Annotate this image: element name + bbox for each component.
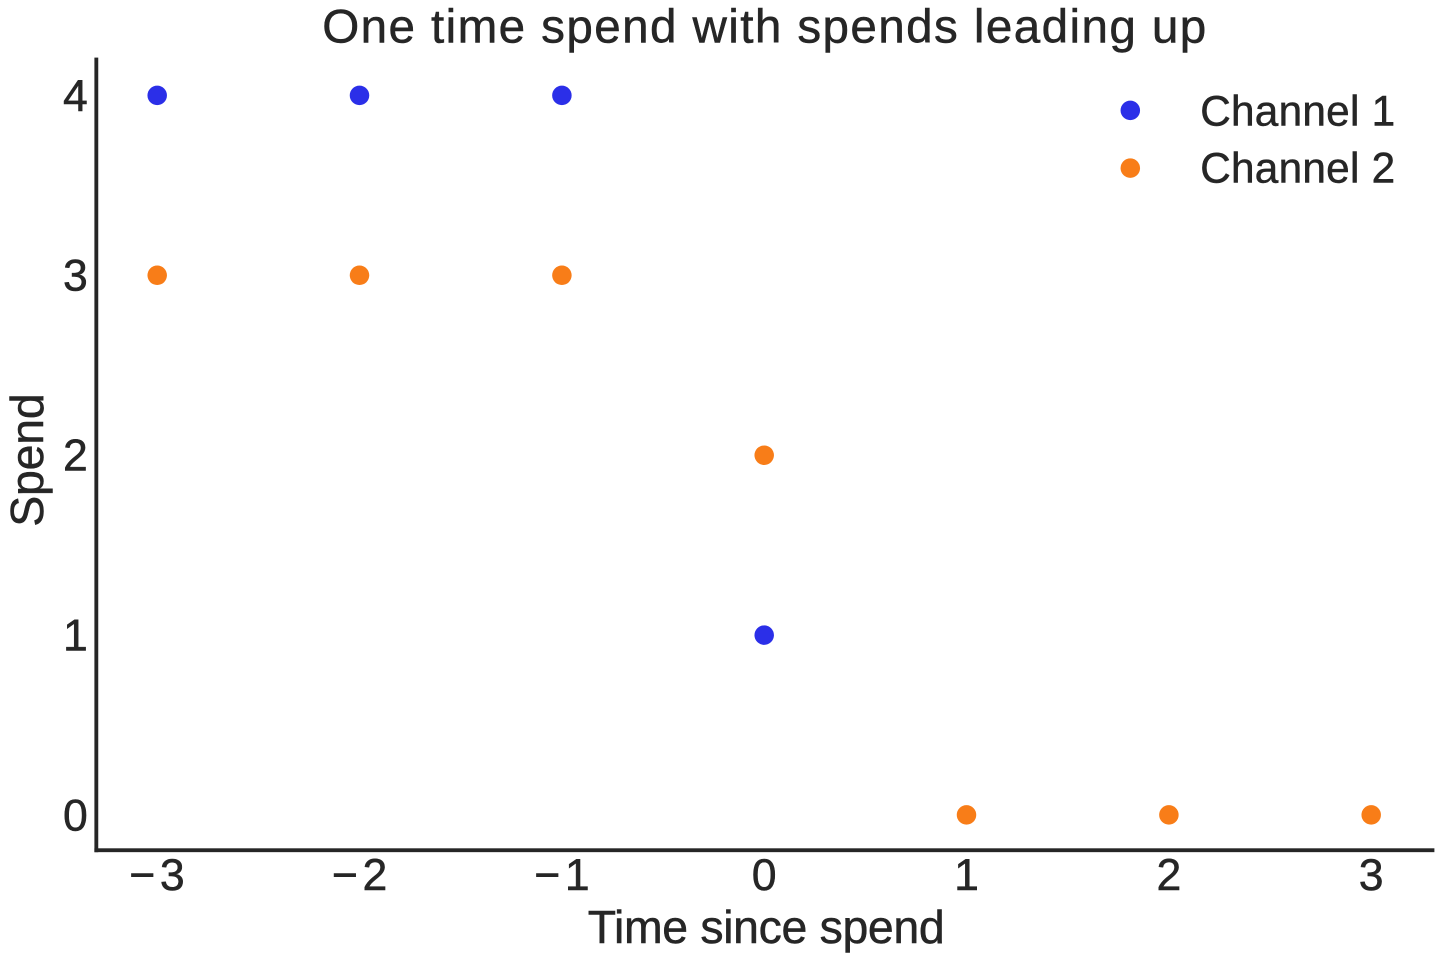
- svg-text:2: 2: [63, 432, 88, 481]
- svg-text:3: 3: [63, 252, 88, 301]
- svg-text:1: 1: [63, 612, 88, 661]
- svg-text:Channel 2: Channel 2: [1200, 144, 1395, 191]
- svg-text:3: 3: [1359, 851, 1384, 900]
- svg-text:Spend: Spend: [1, 393, 53, 527]
- svg-text:2: 2: [1156, 851, 1181, 900]
- svg-text:Channel 1: Channel 1: [1200, 87, 1395, 134]
- svg-text:0: 0: [63, 791, 88, 840]
- svg-text:Time since spend: Time since spend: [588, 901, 945, 953]
- svg-text:1: 1: [954, 851, 979, 900]
- svg-text:0: 0: [752, 851, 777, 900]
- svg-text:4: 4: [63, 72, 88, 121]
- svg-text:One time spend with spends lea: One time spend with spends leading up: [322, 1, 1206, 54]
